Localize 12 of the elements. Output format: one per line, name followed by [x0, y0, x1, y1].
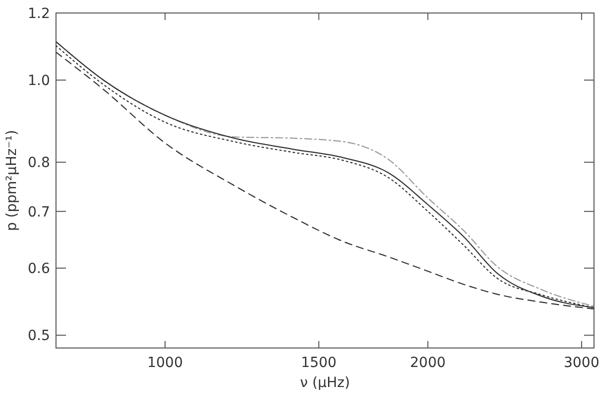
y-axis-title: p (ppm²μHz⁻¹) — [4, 130, 20, 232]
y-tick-label: 0.6 — [28, 261, 50, 278]
y-tick-label: 0.5 — [28, 328, 50, 344]
y-tick-label: 0.8 — [28, 155, 50, 172]
x-tick-label: 1500 — [300, 355, 337, 371]
y-tick-label: 1.2 — [28, 6, 50, 22]
y-tick-label: 0.7 — [28, 204, 50, 220]
x-tick-label: 3000 — [564, 355, 600, 371]
y-tick-label: 1.0 — [28, 73, 50, 90]
x-tick-label: 1000 — [147, 355, 183, 371]
x-tick-label: 2000 — [410, 355, 446, 371]
x-axis-title: ν (μHz) — [300, 375, 350, 391]
